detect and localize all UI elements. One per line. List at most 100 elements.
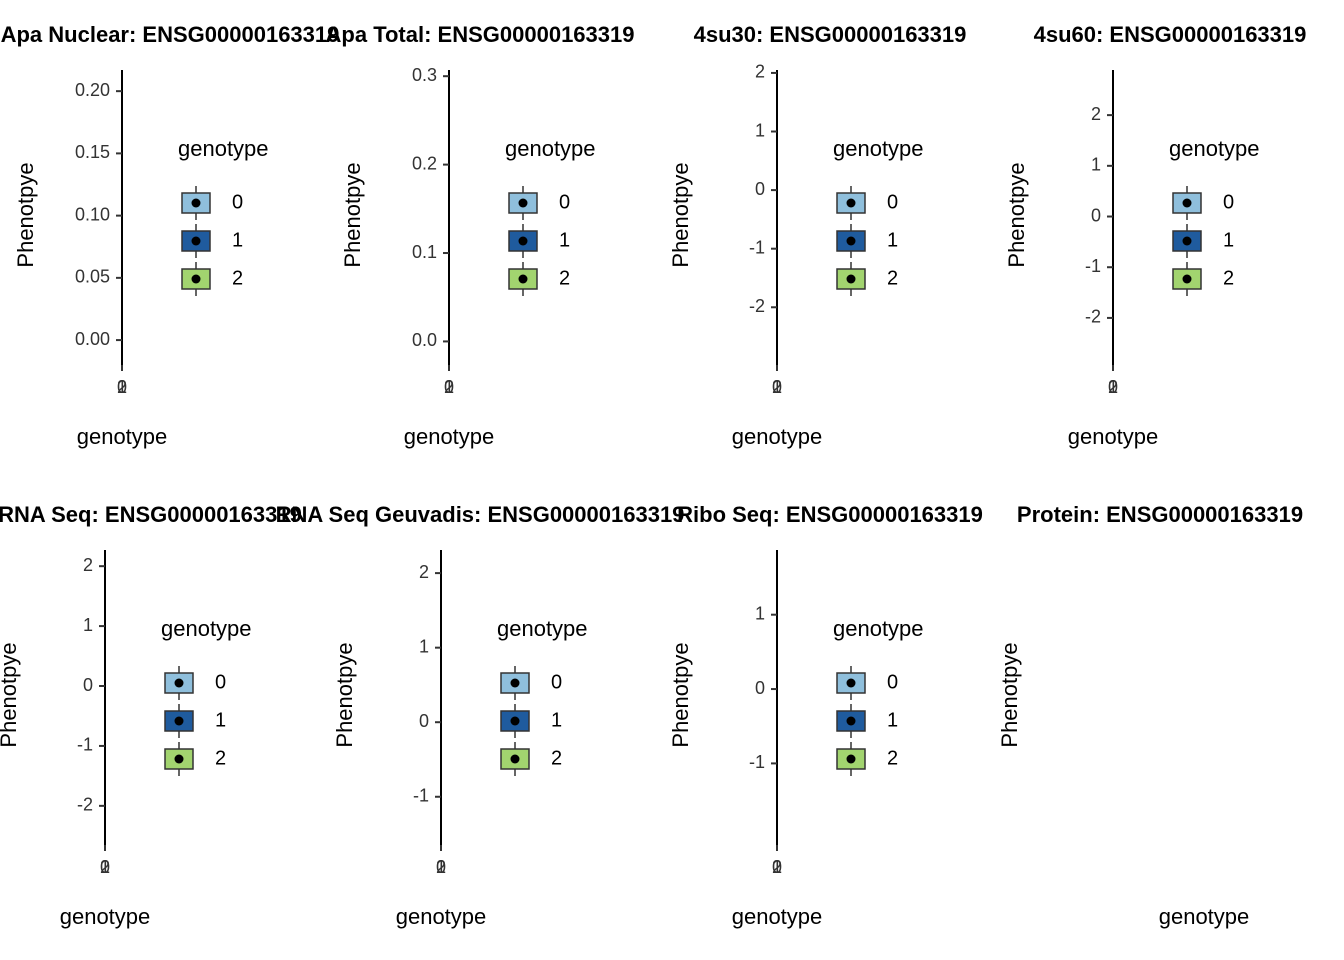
y-tick-label: -2	[749, 296, 765, 316]
legend-dot	[518, 236, 528, 246]
legend-label: 0	[559, 191, 570, 213]
legend-label: 1	[1223, 229, 1234, 251]
x-tick-label: 2	[436, 857, 446, 877]
legend-label: 2	[232, 267, 243, 289]
x-tick-label: 1	[117, 377, 127, 397]
y-axis-label: Phenotpye	[0, 642, 21, 747]
panel-title: Apa Nuclear: ENSG00000163319	[1, 22, 340, 47]
legend-title: genotype	[178, 136, 269, 161]
legend-title: genotype	[161, 616, 252, 641]
x-tick-label: 1	[436, 857, 446, 877]
x-tick-label: 0	[444, 377, 454, 397]
legend-label: 2	[1223, 267, 1234, 289]
y-tick-label: 2	[755, 62, 765, 82]
legend-label: 2	[887, 747, 898, 769]
y-axis-label: Phenotpye	[1004, 162, 1029, 267]
y-axis-label: Phenotpye	[340, 162, 365, 267]
legend-label: 0	[887, 191, 898, 213]
legend-label: 1	[887, 709, 898, 731]
legend-label: 1	[559, 229, 570, 251]
legend-dot	[174, 678, 184, 688]
y-tick-label: 0.3	[412, 65, 437, 85]
y-tick-label: 0.05	[75, 267, 110, 287]
legend-dot	[846, 198, 856, 208]
x-tick-label: 1	[772, 377, 782, 397]
panel-title: RNA Seq Geuvadis: ENSG00000163319	[276, 502, 685, 527]
y-tick-label: 0.20	[75, 80, 110, 100]
legend-dot	[1182, 198, 1192, 208]
x-tick-label: 1	[444, 377, 454, 397]
y-tick-label: -1	[749, 237, 765, 257]
y-tick-label: 0	[419, 711, 429, 731]
legend-label: 1	[232, 229, 243, 251]
legend-dot	[846, 274, 856, 284]
legend-label: 0	[1223, 191, 1234, 213]
panel: Ribo Seq: ENSG00000163319 genotype Phenotp…	[668, 502, 983, 929]
legend-label: 1	[215, 709, 226, 731]
legend-dot	[191, 274, 201, 284]
legend-label: 0	[551, 671, 562, 693]
y-tick-label: 0.2	[412, 153, 437, 173]
legend-dot	[518, 274, 528, 284]
x-tick-label: 1	[772, 857, 782, 877]
legend-label: 2	[887, 267, 898, 289]
x-axis-label: genotype	[77, 424, 168, 449]
legend-label: 0	[215, 671, 226, 693]
legend-title: genotype	[505, 136, 596, 161]
legend-label: 2	[551, 747, 562, 769]
legend-label: 1	[551, 709, 562, 731]
x-tick-label: 1	[1108, 377, 1118, 397]
y-tick-label: 2	[419, 562, 429, 582]
y-tick-label: -1	[413, 786, 429, 806]
legend-title: genotype	[497, 616, 588, 641]
legend-dot	[846, 716, 856, 726]
x-axis-label: genotype	[1068, 424, 1159, 449]
panel: RNA Seq: ENSG00000163319 genotype Phenotpy…	[0, 502, 302, 929]
y-tick-label: 0	[755, 678, 765, 698]
panel: Protein: ENSG00000163319 genotype Phenotpy…	[997, 502, 1303, 929]
panel: RNA Seq Geuvadis: ENSG00000163319 genotyp…	[276, 502, 685, 929]
y-tick-label: 0.1	[412, 242, 437, 262]
y-tick-label: 0.00	[75, 329, 110, 349]
y-tick-label: 2	[1091, 104, 1101, 124]
x-tick-label: 0	[100, 857, 110, 877]
y-tick-label: 0.0	[412, 330, 437, 350]
legend-label: 2	[215, 747, 226, 769]
x-tick-label: 2	[100, 857, 110, 877]
x-tick-label: 0	[772, 857, 782, 877]
panel-title: 4su30: ENSG00000163319	[694, 22, 967, 47]
y-tick-label: 1	[755, 120, 765, 140]
x-axis-label: genotype	[396, 904, 487, 929]
legend-label: 2	[559, 267, 570, 289]
y-tick-label: -1	[1085, 256, 1101, 276]
x-tick-label: 2	[117, 377, 127, 397]
panel-title: Apa Total: ENSG00000163319	[326, 22, 635, 47]
x-axis-label: genotype	[732, 424, 823, 449]
y-tick-label: -1	[77, 735, 93, 755]
legend-dot	[510, 716, 520, 726]
legend-dot	[846, 754, 856, 764]
panel: 4su30: ENSG00000163319 genotype Phenotpye -…	[668, 22, 967, 449]
legend-dot	[1182, 274, 1192, 284]
panel-title: 4su60: ENSG00000163319	[1034, 22, 1307, 47]
x-tick-label: 2	[1108, 377, 1118, 397]
legend-dot	[1182, 236, 1192, 246]
legend-dot	[174, 716, 184, 726]
x-tick-label: 2	[444, 377, 454, 397]
x-axis-label: genotype	[404, 424, 495, 449]
panel-title: RNA Seq: ENSG00000163319	[0, 502, 302, 527]
x-tick-label: 0	[772, 377, 782, 397]
y-tick-label: -1	[749, 752, 765, 772]
y-tick-label: 1	[1091, 155, 1101, 175]
y-axis-label: Phenotpye	[332, 642, 357, 747]
y-tick-label: -2	[77, 795, 93, 815]
y-tick-label: 1	[419, 636, 429, 656]
y-axis-label: Phenotpye	[668, 642, 693, 747]
legend-dot	[510, 678, 520, 688]
legend-dot	[518, 198, 528, 208]
x-tick-label: 0	[1108, 377, 1118, 397]
panel: 4su60: ENSG00000163319 genotype Phenotpye -…	[1004, 22, 1307, 449]
x-axis-label: genotype	[1159, 904, 1250, 929]
legend-dot	[846, 678, 856, 688]
legend-dot	[191, 236, 201, 246]
